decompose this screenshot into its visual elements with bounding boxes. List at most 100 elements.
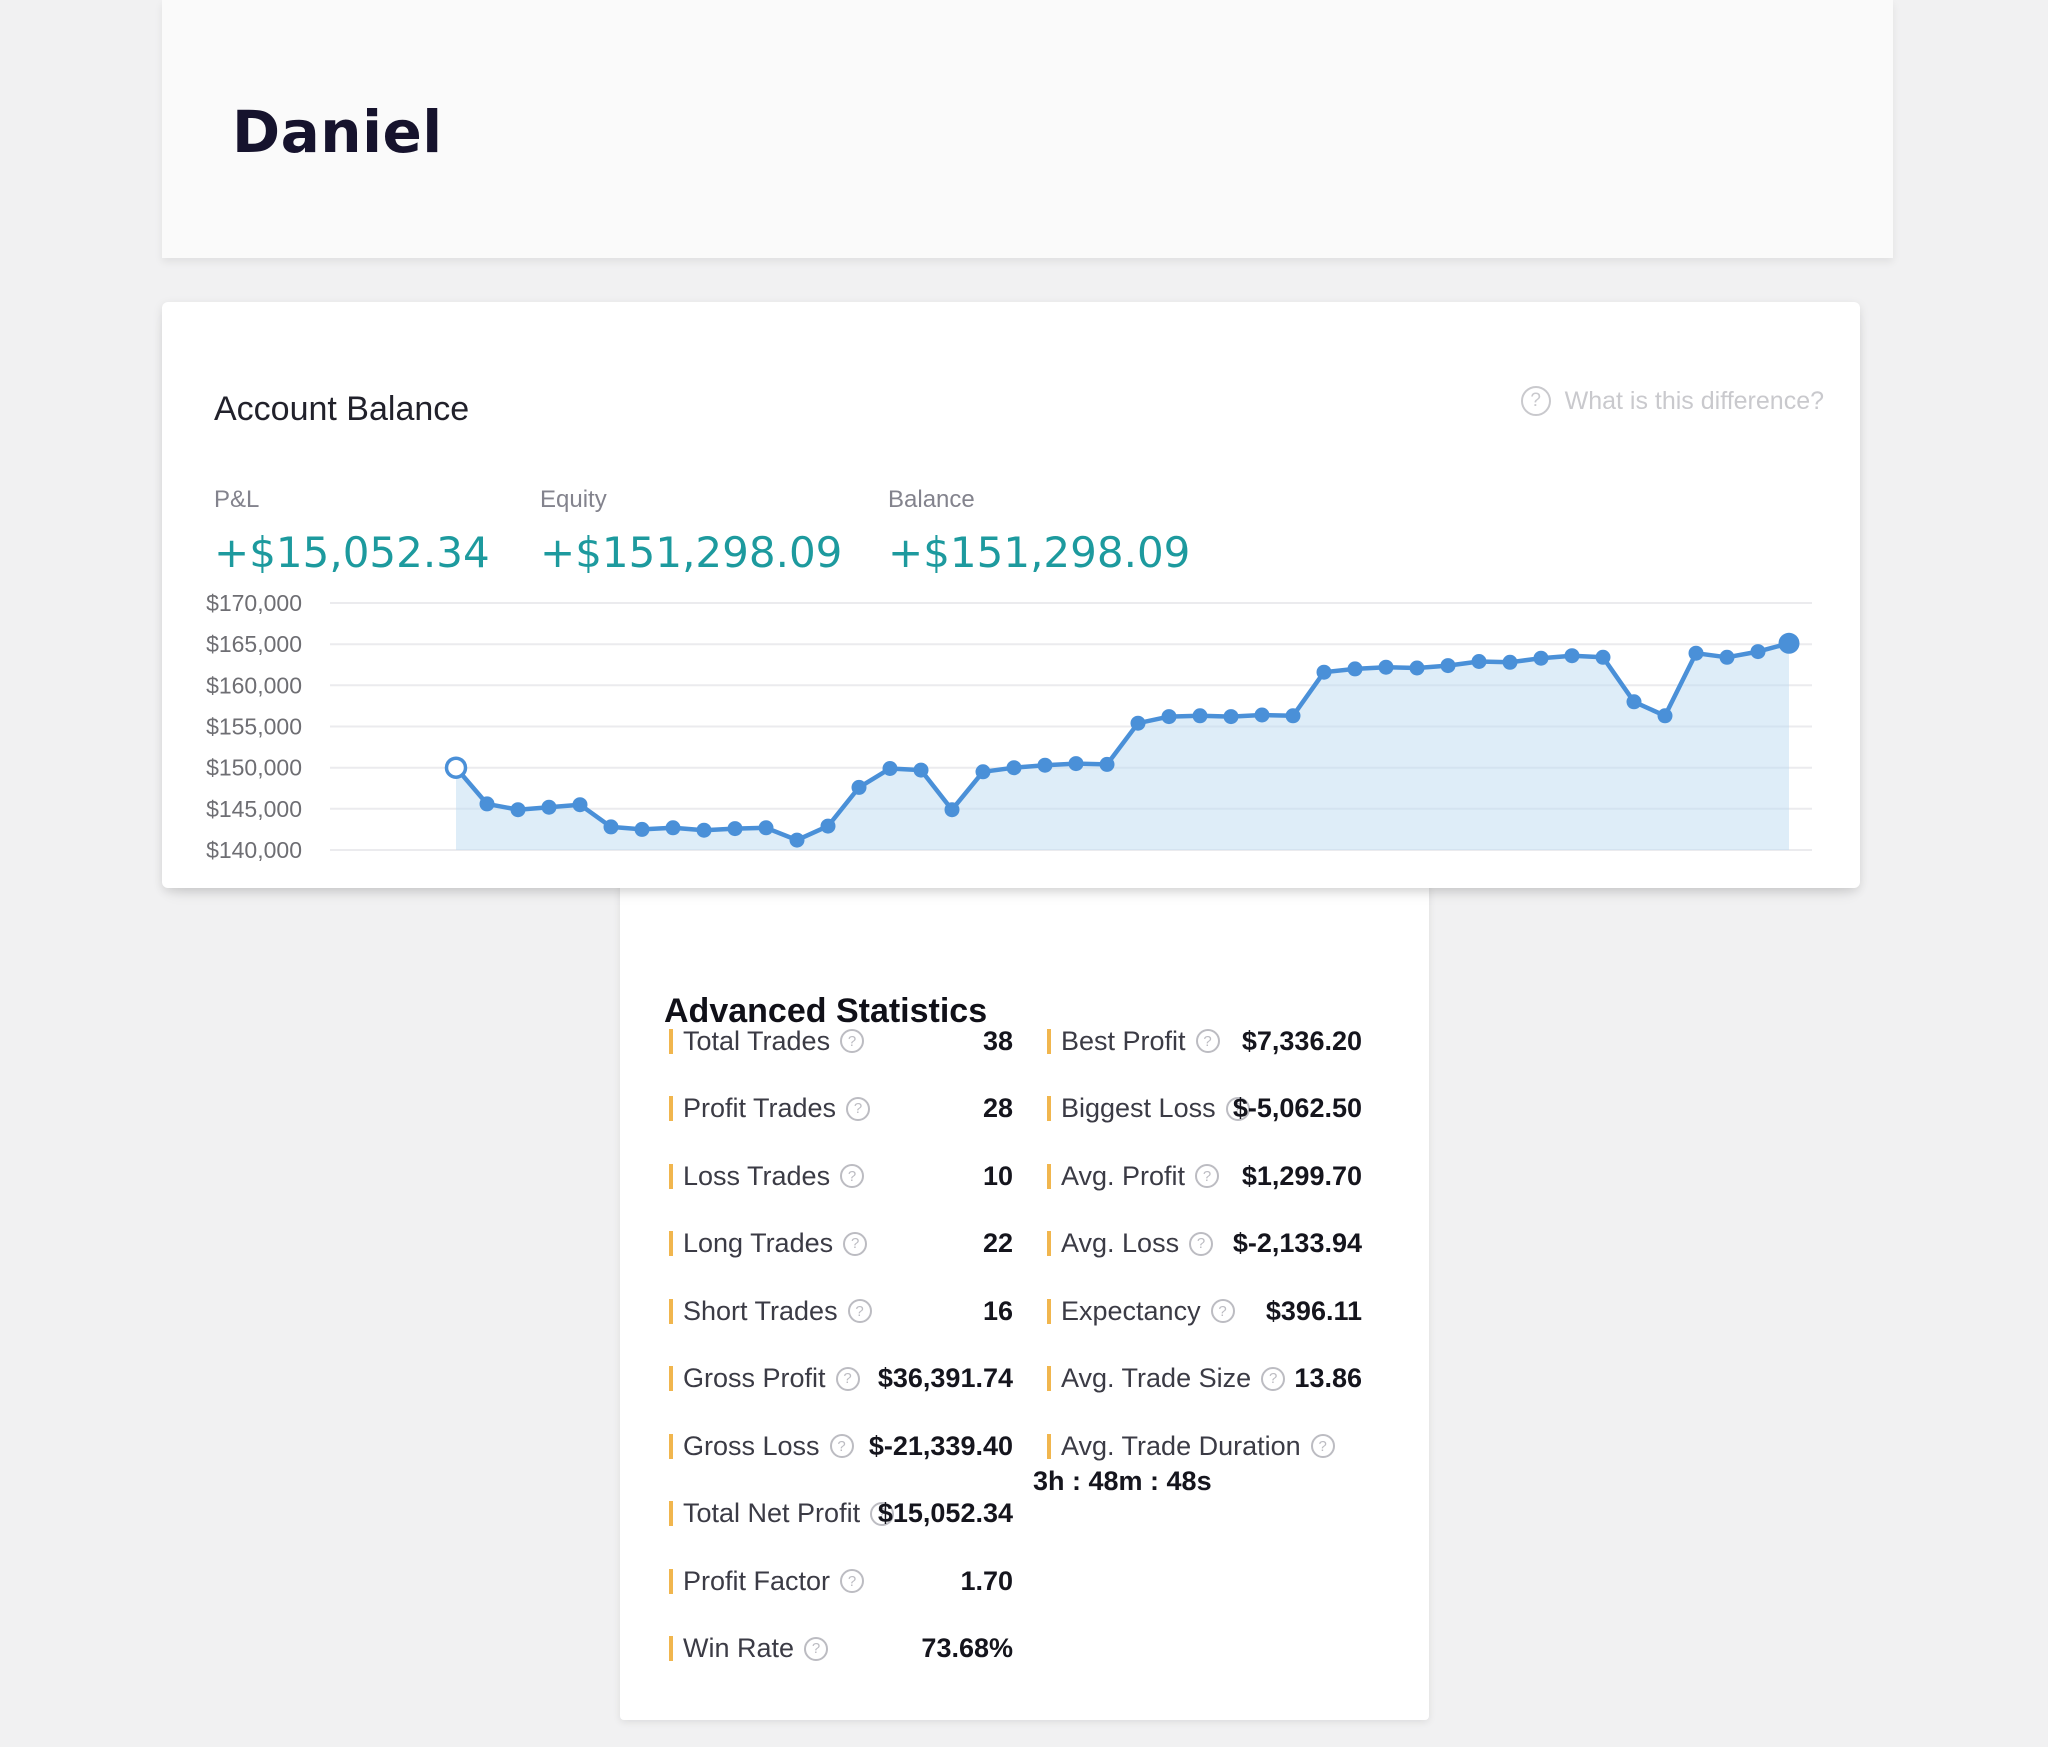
metric-balance-label: Balance [888, 486, 975, 513]
help-icon[interactable]: ? [840, 1569, 865, 1593]
stat-label: Total Trades [683, 1025, 831, 1056]
balance-chart[interactable]: $170,000 $165,000 $160,000 $155,000 $150,000… [162, 584, 1860, 880]
metric-equity-value: +$151,298.09 [540, 528, 843, 577]
stat-accent-bar [1047, 1028, 1051, 1054]
help-icon[interactable]: ? [847, 1299, 872, 1323]
stat-label: Best Profit [1061, 1025, 1186, 1056]
advanced-statistics-title: Advanced Statistics [664, 992, 988, 1030]
stat-value: $7,336.20 [1241, 1025, 1362, 1056]
stat-value: $396.11 [1265, 1295, 1362, 1326]
stat-accent-bar [1047, 1163, 1051, 1189]
stat-value: 10 [982, 1160, 1013, 1191]
svg-text:$165,000: $165,000 [206, 631, 302, 657]
stat-value: 13.86 [1294, 1363, 1362, 1393]
stat-label: Gross Loss [683, 1430, 820, 1461]
stats-right-column: Best Profit? $7,336.20 Biggest Loss? $-5,06… [1033, 880, 1362, 1720]
stat-value: 38 [982, 1025, 1013, 1056]
stat-label: Gross Profit [683, 1363, 826, 1393]
stat-label: Avg. Trade Size [1061, 1363, 1252, 1393]
stat-label: Win Rate [683, 1633, 795, 1663]
stat-label: Avg. Profit [1061, 1160, 1186, 1191]
account-balance-title: Account Balance [214, 390, 470, 428]
stat-value: 22 [982, 1228, 1013, 1258]
stat-label: Avg. Trade Duration [1061, 1430, 1301, 1461]
stat-row-biggest-loss: Biggest Loss? $-5,062.50 [1047, 1093, 1362, 1125]
help-icon[interactable]: ? [1195, 1164, 1220, 1188]
stat-value: $36,391.74 [877, 1363, 1013, 1393]
stat-row-short-trades: Short Trades? 16 [669, 1295, 1013, 1327]
stat-label: Total Net Profit [683, 1498, 861, 1528]
stat-label: Profit Factor [683, 1565, 831, 1596]
stat-label: Loss Trades [683, 1160, 831, 1191]
stat-row-gross-loss: Gross Loss? $-21,339.40 [669, 1430, 1013, 1462]
stat-value: 73.68% [921, 1633, 1013, 1663]
help-icon[interactable]: ? [1310, 1434, 1335, 1458]
help-icon[interactable]: ? [1261, 1366, 1286, 1391]
metric-pnl-value: +$15,052.34 [214, 528, 490, 577]
metric-equity-label: Equity [540, 486, 607, 513]
help-icon[interactable]: ? [1189, 1231, 1214, 1256]
help-icon[interactable]: ? [1210, 1299, 1235, 1323]
stat-row-win-rate: Win Rate? 73.68% [669, 1633, 1013, 1665]
stat-row-profit-factor: Profit Factor? 1.70 [669, 1565, 1013, 1597]
help-icon[interactable]: ? [804, 1636, 829, 1661]
stat-label: Profit Trades [683, 1093, 837, 1123]
svg-text:$155,000: $155,000 [206, 714, 302, 740]
stat-accent-bar [669, 1501, 673, 1526]
stat-accent-bar [669, 1433, 673, 1459]
stat-label: Expectancy [1061, 1295, 1201, 1326]
top-header-bar: Daniel [162, 0, 1893, 258]
stat-row-avg-loss: Avg. Loss? $-2,133.94 [1047, 1228, 1362, 1260]
stats-left-column: Total Trades? 38 Profit Trades? 28 Loss Trad… [669, 880, 1013, 1720]
svg-text:$150,000: $150,000 [206, 755, 302, 781]
stat-row-total-trades: Total Trades? 38 [669, 1025, 1013, 1057]
stat-label: Short Trades [683, 1295, 838, 1326]
help-icon[interactable]: ? [1195, 1029, 1220, 1053]
account-balance-card: Account Balance ? What is this differenc… [162, 302, 1860, 888]
stat-accent-bar [1047, 1433, 1051, 1459]
stat-row-avg-profit: Avg. Profit? $1,299.70 [1047, 1160, 1362, 1192]
help-icon[interactable]: ? [1225, 1096, 1250, 1121]
stat-label: Avg. Loss [1061, 1228, 1180, 1258]
stat-value: 1.70 [960, 1565, 1013, 1596]
help-icon[interactable]: ? [870, 1501, 895, 1526]
help-icon[interactable]: ? [835, 1366, 860, 1391]
page-title: Daniel [232, 98, 443, 166]
svg-text:$140,000: $140,000 [206, 837, 302, 863]
stat-accent-bar [1047, 1366, 1051, 1391]
stat-accent-bar [669, 1096, 673, 1121]
stat-value-duration: 3h : 48m : 48s [1033, 1466, 1212, 1496]
help-icon[interactable]: ? [829, 1434, 854, 1458]
stat-accent-bar [1047, 1096, 1051, 1121]
question-circle-icon[interactable]: ? [1520, 386, 1551, 416]
stat-row-expectancy: Expectancy? $396.11 [1047, 1295, 1362, 1327]
stat-accent-bar [669, 1366, 673, 1391]
stat-row-loss-trades: Loss Trades? 10 [669, 1160, 1013, 1192]
advanced-statistics-card: Advanced Statistics Total Trades? 38 Profi… [620, 880, 1429, 1720]
svg-text:$145,000: $145,000 [206, 796, 302, 822]
help-icon[interactable]: ? [840, 1029, 865, 1053]
stat-value: $1,299.70 [1241, 1160, 1362, 1191]
stat-accent-bar [669, 1636, 673, 1661]
stat-accent-bar [1047, 1298, 1051, 1324]
metric-balance: Balance +$151,298.09 [888, 486, 1190, 577]
stat-value: $-2,133.94 [1232, 1228, 1362, 1258]
help-icon[interactable]: ? [846, 1096, 871, 1121]
stat-row-avg-trade-duration: Avg. Trade Duration? [1047, 1430, 1362, 1462]
stat-row-avg-trade-size: Avg. Trade Size? 13.86 [1047, 1363, 1362, 1395]
balance-chart-container: $170,000 $165,000 $160,000 $155,000 $150,000… [162, 584, 1860, 880]
stat-label: Biggest Loss [1061, 1093, 1216, 1123]
stat-accent-bar [669, 1163, 673, 1189]
stat-accent-bar [669, 1028, 673, 1054]
svg-text:$160,000: $160,000 [206, 672, 302, 698]
help-icon[interactable]: ? [843, 1231, 868, 1256]
stat-accent-bar [1047, 1231, 1051, 1256]
svg-text:$170,000: $170,000 [206, 590, 302, 616]
difference-help-link[interactable]: ? What is this difference? [1520, 386, 1824, 416]
stat-value: $-21,339.40 [868, 1430, 1013, 1461]
help-icon[interactable]: ? [840, 1164, 865, 1188]
stat-row-profit-trades: Profit Trades? 28 [669, 1093, 1013, 1125]
stat-accent-bar [669, 1568, 673, 1594]
difference-help-label: What is this difference? [1564, 386, 1824, 415]
metric-pnl: P&L +$15,052.34 [214, 486, 490, 577]
